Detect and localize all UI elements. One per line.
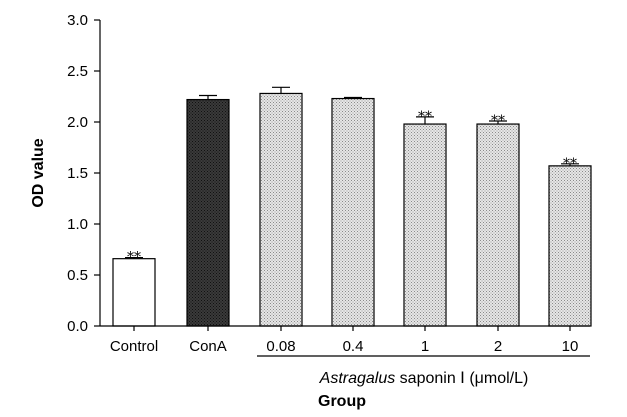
significance-mark: ** xyxy=(127,250,141,266)
y-axis-title: OD value xyxy=(30,138,47,207)
bar-0.08 xyxy=(259,92,303,327)
significance-mark: ** xyxy=(491,113,505,129)
y-tick-label: 1.0 xyxy=(67,216,88,233)
x-tick-labels: Control ConA 0.08 0.4 1 2 10 xyxy=(110,326,579,355)
y-tick-label: 1.5 xyxy=(67,165,88,182)
y-tick-label: 0.5 xyxy=(67,267,88,284)
x-tick-label: Control xyxy=(110,338,158,355)
y-tick-label: 2.0 xyxy=(67,114,88,131)
y-tick-label: 2.5 xyxy=(67,63,88,80)
x-tick-label: 10 xyxy=(562,338,579,355)
bar-ConA xyxy=(186,98,230,327)
y-ticks: 0.0 0.5 1.0 1.5 2.0 2.5 3.0 xyxy=(67,12,100,335)
x-axis-title: Group xyxy=(318,393,366,410)
group-label-italic: Astragalus xyxy=(319,370,396,387)
significance-mark: ** xyxy=(418,109,432,125)
x-tick-label: 1 xyxy=(421,338,429,355)
bar-0.4 xyxy=(331,97,375,327)
x-tick-label: 0.4 xyxy=(343,338,364,355)
bar-10 xyxy=(548,165,592,327)
bar-Control xyxy=(112,258,156,327)
bar-1 xyxy=(403,123,447,327)
y-tick-label: 0.0 xyxy=(67,318,88,335)
bar-2 xyxy=(476,123,520,327)
bars xyxy=(112,92,592,327)
x-tick-label: 0.08 xyxy=(266,338,295,355)
group-label-rest: saponin Ⅰ (μmol/L) xyxy=(395,370,528,387)
x-tick-label: ConA xyxy=(189,338,227,355)
error-bars xyxy=(125,86,579,259)
x-tick-label: 2 xyxy=(494,338,502,355)
y-tick-label: 3.0 xyxy=(67,12,88,29)
significance-mark: ** xyxy=(563,156,577,172)
significance-marks: ** ** ** ** xyxy=(127,109,577,266)
group-label: Astragalus saponin Ⅰ (μmol/L) xyxy=(319,370,529,387)
